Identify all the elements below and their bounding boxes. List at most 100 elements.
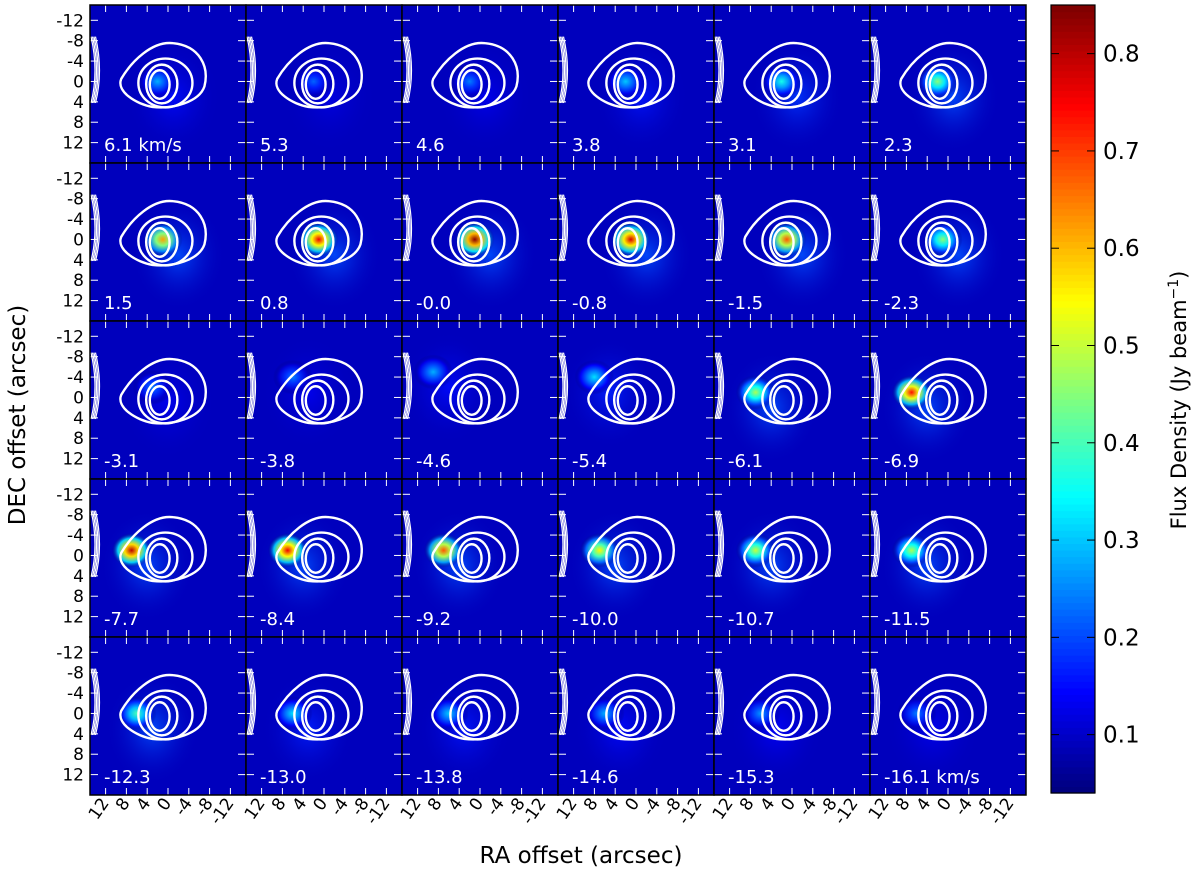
contour-mid — [605, 531, 662, 583]
x-tick-label: 8 — [580, 794, 603, 814]
colorbar-segment — [1051, 313, 1095, 321]
x-tick-label: 12 — [709, 794, 738, 823]
contour-outer — [743, 41, 831, 109]
edge-contours — [870, 510, 881, 578]
emission-peak — [132, 369, 173, 405]
channel-panel: 3.1 — [713, 4, 871, 164]
colorbar-segment — [1051, 543, 1095, 551]
edge-contours — [558, 668, 569, 736]
y-tick-label: 0 — [73, 230, 84, 250]
colorbar-segment — [1051, 622, 1095, 630]
contour-inner — [144, 695, 179, 737]
tick-marks — [558, 163, 714, 321]
velocity-label: -2.3 — [884, 293, 919, 314]
tick-marks — [90, 637, 246, 795]
velocity-label: -8.4 — [260, 609, 295, 630]
tick-marks — [402, 637, 558, 795]
contour-core — [460, 701, 483, 732]
contour-outer — [275, 199, 363, 267]
velocity-label: 2.3 — [884, 135, 913, 156]
contour-inner — [924, 379, 959, 421]
contour-outer — [119, 673, 207, 741]
y-tick-label: 8 — [73, 429, 84, 449]
contours — [431, 41, 519, 109]
contours — [587, 673, 675, 741]
velocity-label: 1.5 — [104, 293, 133, 314]
contour-outer — [899, 41, 987, 109]
contour-outer — [899, 673, 987, 741]
colorbar-segment — [1051, 431, 1095, 439]
colorbar: 0.1 0.2 0.3 0.4 0.5 0.6 0.7 0.8 — [1050, 4, 1140, 794]
y-tick-label: 4 — [73, 567, 84, 587]
contours — [743, 41, 831, 109]
velocity-label: 5.3 — [260, 135, 289, 156]
colorbar-segment — [1051, 786, 1095, 794]
contours — [587, 199, 675, 267]
emission-halo — [443, 198, 538, 311]
channel-panel: 3.8 — [557, 4, 715, 164]
colorbar-segment — [1051, 412, 1095, 420]
channel-panel: -10.0 — [557, 478, 715, 638]
channel-panel: -7.7 — [89, 478, 247, 638]
velocity-label: -4.6 — [416, 451, 451, 472]
contour-core — [772, 227, 795, 258]
colorbar-segment — [1051, 44, 1095, 52]
contour-core — [928, 69, 951, 100]
contours — [587, 41, 675, 109]
edge-contours — [714, 36, 725, 104]
tick-marks — [246, 321, 402, 479]
colorbar-segment — [1051, 333, 1095, 341]
edge-contours — [90, 352, 101, 420]
colorbar-segment — [1051, 320, 1095, 328]
contour-inner — [768, 221, 803, 263]
contour-mid — [761, 57, 818, 109]
colorbar-segment — [1051, 490, 1095, 499]
contour-core — [616, 385, 639, 416]
colorbar-segment — [1051, 372, 1095, 380]
colorbar-segment — [1051, 339, 1095, 348]
contour-mid — [761, 373, 818, 425]
contour-mid — [917, 215, 974, 267]
contour-mid — [137, 531, 194, 583]
contour-core — [616, 227, 639, 258]
contour-outer — [587, 41, 675, 109]
colorbar-segment — [1051, 11, 1095, 19]
contour-core — [460, 385, 483, 416]
colorbar-segment — [1051, 779, 1095, 788]
contours — [275, 357, 363, 425]
tick-marks — [402, 163, 558, 321]
colorbar-segment — [1051, 37, 1095, 45]
y-tick-label: 12 — [62, 608, 84, 628]
velocity-label: -6.1 — [728, 451, 763, 472]
y-tick-label: -12 — [56, 11, 84, 31]
contours — [899, 357, 987, 425]
contour-inner — [456, 537, 491, 579]
contours — [743, 199, 831, 267]
tick-marks — [714, 479, 870, 637]
colorbar-segment — [1051, 576, 1095, 584]
edge-contours — [90, 36, 101, 104]
colorbar-segment — [1051, 103, 1095, 111]
x-tick-label: 12 — [553, 794, 582, 823]
channel-panel: -2.3 — [869, 162, 1027, 322]
contour-mid — [293, 531, 350, 583]
contours — [431, 515, 519, 583]
colorbar-tick-label: 0.4 — [1103, 431, 1140, 457]
y-tick-label: -4 — [67, 368, 84, 388]
colorbar-segment — [1051, 31, 1095, 39]
colorbar-tick-label: 0.2 — [1103, 625, 1140, 651]
colorbar-segment — [1051, 379, 1095, 387]
channel-panel: -0.0 — [401, 162, 559, 322]
edge-contours — [558, 352, 569, 420]
x-tick-label: 8 — [892, 794, 915, 814]
contour-mid — [917, 373, 974, 425]
channel-panel: -4.6 — [401, 320, 559, 480]
colorbar-segment — [1051, 681, 1095, 689]
contour-inner — [300, 221, 335, 263]
velocity-label: -6.9 — [884, 451, 919, 472]
tick-marks — [558, 321, 714, 479]
emission-halo — [755, 198, 850, 311]
contour-mid — [761, 531, 818, 583]
tick-marks — [558, 479, 714, 637]
x-tick-label: -12 — [362, 794, 394, 828]
